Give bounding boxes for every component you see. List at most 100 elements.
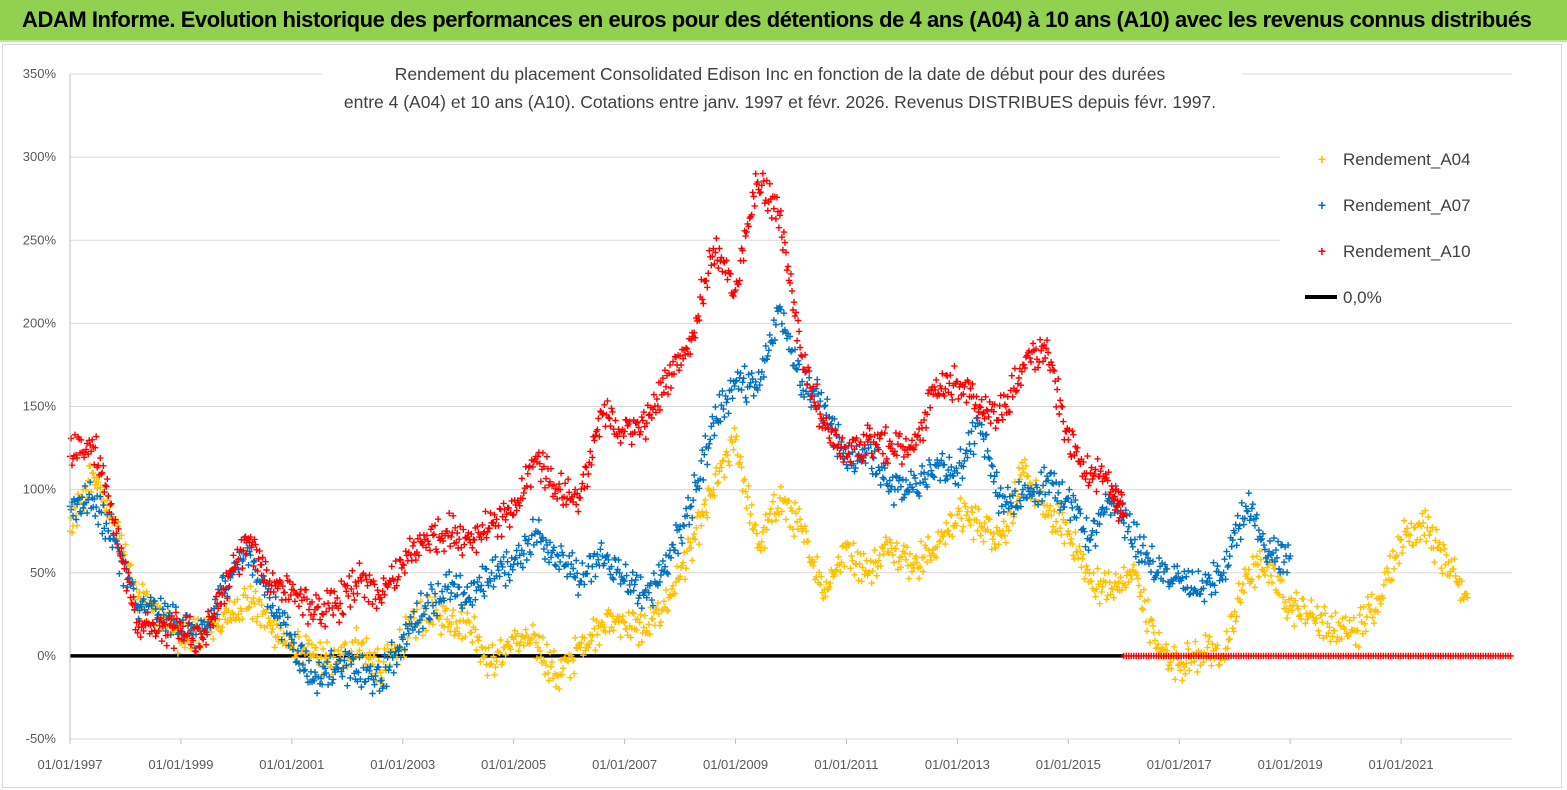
a10-point	[639, 417, 646, 424]
a07-point	[1028, 492, 1036, 500]
a04-point	[247, 583, 254, 590]
a04-point	[831, 571, 838, 578]
a07-point	[711, 432, 718, 439]
a04-point	[646, 631, 653, 638]
a04-point	[1289, 607, 1296, 614]
a10-point	[123, 587, 130, 594]
a07-point	[103, 520, 110, 527]
a07-point	[1137, 549, 1145, 557]
a07-point	[693, 486, 700, 493]
a04-point	[868, 579, 875, 587]
a07-point	[403, 640, 410, 648]
a07-point	[944, 475, 951, 483]
a10-point	[150, 621, 157, 629]
a04-point	[580, 652, 587, 659]
a10-point	[186, 613, 194, 620]
a10-point	[363, 576, 370, 583]
a10-point	[1074, 444, 1081, 451]
a10-point	[345, 592, 352, 600]
a04-point	[1167, 659, 1174, 666]
a07-point	[923, 483, 931, 491]
a04-point	[999, 527, 1006, 535]
a10-point	[479, 521, 486, 529]
a07-point	[151, 597, 158, 605]
legend[interactable]: + Rendement_A04 + Rendement_A07 + Rendem…	[1280, 136, 1512, 318]
a10-point	[861, 441, 868, 449]
a04-point	[1188, 659, 1195, 666]
a10-point	[778, 234, 786, 241]
a07-point	[157, 595, 164, 602]
a07-point	[1065, 494, 1072, 502]
a10-point	[984, 407, 991, 415]
a04-point	[1431, 559, 1438, 566]
legend-item-a04[interactable]: + Rendement_A04	[1318, 150, 1471, 169]
legend-item-a10[interactable]: + Rendement_A10	[1318, 242, 1471, 261]
a07-point	[786, 333, 794, 340]
a10-point	[607, 422, 614, 430]
a10-point	[588, 461, 595, 469]
a07-point	[990, 478, 997, 485]
a04-point	[87, 462, 94, 469]
a07-point	[98, 509, 105, 516]
a04-point	[874, 563, 881, 570]
a04-point	[1112, 570, 1119, 578]
a04-point	[923, 558, 931, 566]
a07-point	[637, 573, 644, 581]
a10-point	[546, 478, 554, 485]
a04-point	[1452, 572, 1459, 580]
a04-point	[263, 606, 270, 613]
a07-point	[410, 608, 418, 615]
a07-point	[322, 669, 330, 677]
a04-point	[1435, 544, 1442, 551]
a07-point	[301, 666, 309, 673]
a07-point	[1235, 525, 1242, 532]
a04-point	[534, 644, 542, 651]
a04-point	[887, 539, 894, 546]
a10-point	[811, 399, 818, 406]
a04-point	[906, 550, 914, 558]
a07-point	[1003, 498, 1010, 505]
a07-point	[909, 486, 917, 493]
a10-point	[758, 182, 765, 189]
a07-point	[654, 582, 662, 589]
a07-point	[1212, 589, 1219, 596]
a07-point	[1216, 577, 1223, 584]
a10-point	[752, 170, 759, 177]
a07-point	[598, 539, 605, 547]
a04-point	[254, 613, 261, 620]
a04-point	[585, 644, 592, 651]
a07-point	[921, 475, 929, 483]
a10-point	[138, 624, 145, 631]
a07-point	[485, 582, 492, 589]
a04-point	[664, 607, 672, 615]
a07-point	[634, 600, 641, 607]
a04-point	[979, 524, 986, 532]
a04-point	[1291, 622, 1298, 630]
a04-point	[1308, 596, 1315, 604]
a07-point	[1225, 562, 1232, 569]
a04-point	[537, 654, 545, 661]
a10-point	[634, 418, 641, 426]
a07-point	[488, 569, 495, 576]
a07-point	[764, 352, 771, 360]
a10-point	[1068, 453, 1075, 461]
a07-point	[1169, 580, 1176, 587]
a10-point	[352, 578, 359, 586]
a10-point	[930, 391, 937, 398]
legend-item-a07[interactable]: + Rendement_A07	[1318, 196, 1471, 215]
a10-point	[1111, 493, 1118, 500]
a07-point	[567, 570, 574, 578]
a07-point	[731, 382, 738, 390]
a10-point	[279, 582, 286, 590]
a04-point	[505, 642, 512, 649]
a10-point	[179, 623, 187, 630]
a10-point	[413, 548, 421, 556]
a10-point	[187, 641, 195, 648]
a10-point	[422, 544, 430, 551]
a04-point	[482, 645, 489, 652]
legend-marker-a10: +	[1318, 243, 1326, 259]
a10-point	[1044, 349, 1052, 356]
a07-point	[516, 552, 523, 559]
legend-item-zero[interactable]: 0,0%	[1305, 288, 1382, 307]
